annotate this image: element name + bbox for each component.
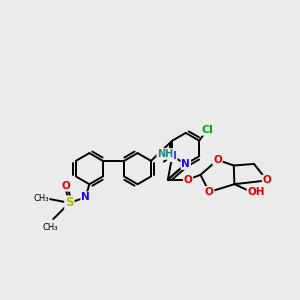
- Text: O: O: [62, 181, 71, 191]
- Text: CH₃: CH₃: [34, 194, 49, 203]
- Text: O: O: [184, 175, 192, 184]
- Text: N: N: [81, 192, 90, 202]
- Text: O: O: [263, 176, 272, 185]
- Text: O: O: [205, 187, 214, 197]
- Text: CH₃: CH₃: [42, 223, 58, 232]
- Text: OH: OH: [248, 187, 265, 197]
- Text: O: O: [213, 155, 222, 165]
- Text: NH: NH: [157, 149, 173, 159]
- Text: N: N: [168, 151, 177, 161]
- Text: S: S: [65, 196, 74, 209]
- Text: Cl: Cl: [201, 125, 213, 135]
- Text: N: N: [182, 159, 190, 169]
